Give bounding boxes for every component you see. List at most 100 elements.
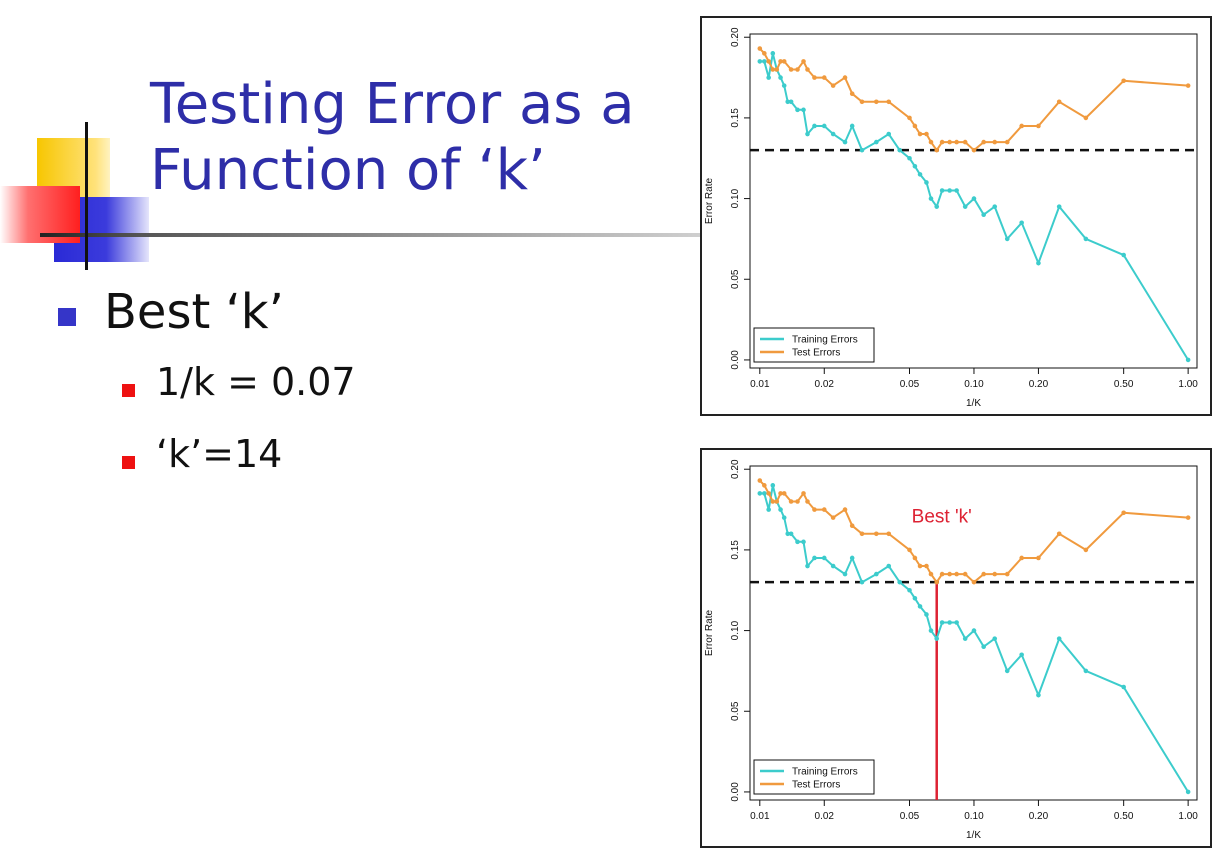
x-tick-label: 0.05 xyxy=(900,811,920,822)
data-point xyxy=(766,507,771,512)
data-point xyxy=(954,188,959,193)
data-point xyxy=(939,139,945,145)
data-point xyxy=(757,478,763,483)
data-point xyxy=(766,59,771,64)
data-point xyxy=(805,563,810,569)
data-point xyxy=(912,123,918,129)
x-tick-label: 0.01 xyxy=(750,811,770,822)
data-point xyxy=(886,99,892,105)
data-point xyxy=(962,139,968,145)
data-point xyxy=(1056,636,1062,641)
data-point xyxy=(934,579,940,585)
data-point xyxy=(992,204,998,209)
data-point xyxy=(962,571,968,577)
data-point xyxy=(1121,510,1126,516)
data-point xyxy=(924,612,929,617)
data-point xyxy=(785,99,791,105)
data-point xyxy=(1036,555,1041,561)
data-point xyxy=(801,491,806,496)
data-point xyxy=(1036,260,1041,266)
data-point xyxy=(1036,123,1041,129)
data-point xyxy=(805,131,810,137)
x-tick-label: 0.02 xyxy=(815,379,835,390)
data-point xyxy=(947,188,952,193)
data-point xyxy=(971,196,977,201)
data-point xyxy=(1019,555,1024,561)
data-point xyxy=(971,579,977,585)
data-point xyxy=(821,507,827,512)
data-point xyxy=(859,147,865,153)
data-point xyxy=(1185,83,1191,88)
data-point xyxy=(762,491,767,496)
data-point xyxy=(924,131,929,137)
data-point xyxy=(859,531,865,537)
data-point xyxy=(924,180,929,185)
data-point xyxy=(924,563,929,569)
data-point xyxy=(907,587,912,593)
data-point xyxy=(1083,115,1089,121)
data-point xyxy=(778,75,783,80)
y-tick-label: 0.10 xyxy=(730,620,741,640)
data-point xyxy=(795,539,800,545)
data-point xyxy=(849,123,855,129)
data-point xyxy=(859,99,865,105)
data-point xyxy=(912,164,918,169)
subbullet-square-icon xyxy=(122,384,135,397)
data-point xyxy=(770,483,776,488)
data-point xyxy=(917,563,923,569)
data-point xyxy=(774,499,780,504)
data-point xyxy=(842,75,848,80)
data-point xyxy=(1056,531,1062,537)
data-point xyxy=(954,139,959,145)
x-tick-label: 0.01 xyxy=(750,379,770,390)
data-point xyxy=(757,59,763,64)
best-k-annotation: Best 'k' xyxy=(912,506,972,527)
data-point xyxy=(821,555,827,561)
data-point xyxy=(795,67,800,72)
data-point xyxy=(1004,236,1010,242)
data-point xyxy=(1083,236,1089,242)
data-point xyxy=(830,131,836,137)
data-point xyxy=(1121,684,1126,690)
data-point xyxy=(812,507,817,512)
data-point xyxy=(917,131,923,137)
data-point xyxy=(1004,668,1010,674)
chart-bottom: 0.01 0.02 0.05 0.10 0.20 0.50 1.00 0.00 0.05 0.10… xyxy=(700,448,1212,848)
y-tick-label: 0.05 xyxy=(730,269,741,289)
y-tick-label: 0.10 xyxy=(730,188,741,208)
x-axis-label: 1/K xyxy=(966,398,981,409)
data-point xyxy=(795,499,800,504)
data-point xyxy=(971,628,977,633)
data-point xyxy=(781,491,787,496)
data-point xyxy=(801,59,806,64)
data-point xyxy=(770,51,776,56)
data-point xyxy=(1121,78,1126,84)
data-point xyxy=(1056,204,1062,209)
x-tick-label: 0.10 xyxy=(964,379,984,390)
x-tick-label: 0.50 xyxy=(1114,379,1134,390)
data-point xyxy=(1185,515,1191,520)
data-point xyxy=(971,147,977,153)
data-point xyxy=(981,139,986,145)
data-point xyxy=(874,99,879,105)
legend-box xyxy=(753,327,875,363)
decor-horizontal-rule xyxy=(40,233,700,237)
data-point xyxy=(770,499,776,504)
legend-label: Training Errors xyxy=(792,767,858,778)
x-tick-label: 0.10 xyxy=(964,811,984,822)
bullet-best-k: Best ‘k’ xyxy=(104,284,284,340)
data-point xyxy=(934,636,940,641)
data-point xyxy=(795,107,800,113)
data-point xyxy=(874,139,879,145)
data-point xyxy=(842,139,848,145)
data-point xyxy=(812,555,817,561)
data-point xyxy=(981,212,986,218)
legend-label: Test Errors xyxy=(792,780,840,791)
data-point xyxy=(842,571,848,577)
data-point xyxy=(762,483,767,488)
subbullet-k-value: ‘k’=14 xyxy=(156,432,283,476)
data-point xyxy=(766,75,771,80)
data-point xyxy=(1121,252,1126,258)
data-point xyxy=(1019,220,1024,226)
data-point xyxy=(812,75,817,80)
